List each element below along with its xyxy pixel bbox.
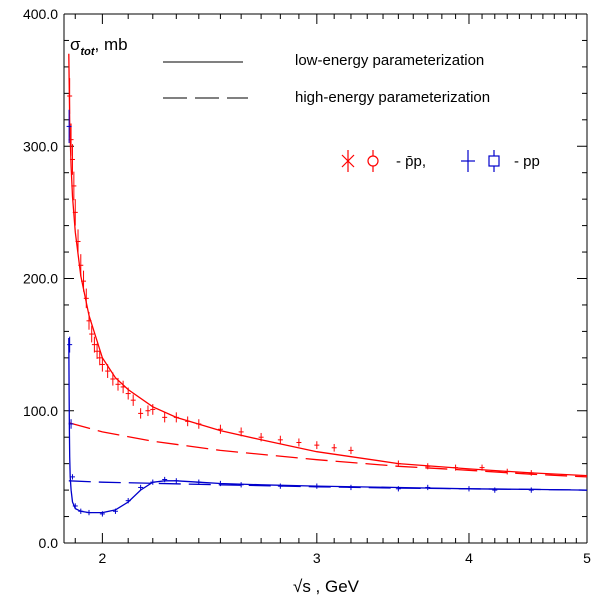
y-tick-label: 100.0 [23, 403, 58, 419]
x-axis-ticks: 2 3 4 5 [74, 14, 591, 566]
y-axis-label: σtot, mb [70, 35, 128, 58]
pbarp-data-point [173, 412, 179, 423]
pp-data-point [425, 484, 431, 491]
pp-data-point [150, 479, 156, 485]
pbarp-data-point [348, 446, 354, 455]
pbarp-data-point [97, 350, 103, 366]
pp-data-point [196, 479, 202, 485]
y-label-symbol: σ [70, 35, 81, 54]
pbarp-data-point [258, 432, 264, 442]
pp-data-point [314, 483, 320, 489]
pbarp-data-point [162, 412, 168, 423]
legend-pbarp-circle-marker [367, 150, 379, 172]
pbarp-data-point [105, 364, 111, 378]
legend-pp-square-marker [488, 150, 500, 172]
pbarp-data-point [185, 416, 191, 427]
pp-data-point [395, 486, 401, 492]
legend-pbarp-label: - p̄p, [396, 153, 426, 170]
pbarp-data-point [89, 325, 95, 343]
pp-data-point [138, 484, 144, 491]
pbarp-data-point [86, 311, 92, 330]
pbarp-data-point [238, 427, 244, 437]
pbarp-data-point [69, 144, 75, 175]
y-label-subscript: tot [81, 46, 96, 58]
pp-data-point [238, 482, 244, 488]
pp-data-point [277, 483, 283, 489]
pbarp-data-point [71, 171, 77, 201]
x-label-symbol: √s [293, 577, 311, 596]
pbarp-data-point [78, 254, 84, 277]
legend-pp-plus-marker [461, 150, 475, 172]
pbarp-data-point [217, 424, 223, 434]
plot-area [66, 53, 588, 517]
pbarp-data-point [277, 435, 283, 444]
pbarp-data-point [99, 357, 105, 372]
pbarp-data-point [395, 460, 401, 467]
legend-pp-label: - pp [514, 153, 540, 170]
pbarp-data-point [453, 464, 459, 471]
pbarp-data-point [115, 377, 121, 391]
pbarp-data-point [110, 372, 116, 386]
pp-data-point [348, 484, 354, 491]
pbarp-data-point [504, 468, 510, 475]
pp-data-point [66, 109, 72, 144]
pp-data-point [528, 487, 534, 493]
pbarp-data-point [150, 404, 156, 415]
x-label-unit: , GeV [311, 577, 360, 596]
pp-data-point [162, 476, 168, 483]
pbarp-data-point [67, 78, 73, 114]
x-tick-label: 2 [98, 550, 106, 566]
x-tick-label: 4 [465, 550, 473, 566]
pbarp-data-point [91, 336, 97, 353]
x-axis-label: √s , GeV [293, 577, 360, 596]
pbarp-data-point [94, 343, 100, 359]
pp-data-point [466, 486, 472, 492]
legend-low-energy-label: low-energy parameterization [295, 52, 484, 69]
y-tick-label: 300.0 [23, 138, 58, 154]
x-tick-label: 3 [313, 550, 321, 566]
pp-data-point [86, 509, 92, 516]
pbarp-data-point [314, 441, 320, 450]
y-tick-label: 0.0 [39, 535, 59, 551]
pbarp-data-point [196, 419, 202, 429]
pbarp-data-point [75, 229, 81, 254]
pp-data-point [78, 508, 84, 514]
pbarp-data-point [83, 288, 89, 309]
pbarp-data-point [125, 387, 131, 400]
pbarp-data-point [528, 470, 534, 476]
pp-data-point [112, 508, 118, 514]
legend: low-energy parameterization high-energy … [163, 52, 540, 172]
pp-dashed-line [68, 480, 588, 491]
pbarp-data-point [130, 394, 136, 406]
x-tick-label: 5 [583, 550, 591, 566]
pbarp-data-point [120, 380, 126, 394]
pp-data-point [67, 336, 73, 353]
pp-data-point [72, 503, 78, 509]
pbarp-data-point [296, 438, 302, 447]
legend-pbarp-cross-marker [341, 150, 355, 172]
pbarp-data-point [425, 463, 431, 470]
pp-data-point [99, 511, 105, 517]
pp-data-point [492, 487, 498, 493]
y-label-unit: , mb [95, 35, 128, 54]
pp-data-point [125, 498, 131, 504]
pp-data-point [69, 474, 75, 480]
pbarp-data-point [331, 443, 337, 452]
pbarp-data-point [72, 199, 78, 226]
pp-data-point [68, 419, 74, 429]
legend-high-energy-label: high-energy parameterization [295, 89, 490, 106]
pbarp-data-point [81, 270, 87, 292]
pbarp-solid-line [68, 53, 588, 477]
y-axis-ticks: 0.0 100.0 200.0 300.0 400.0 [23, 6, 587, 551]
pp-data-point [217, 480, 223, 487]
pbarp-data-point [138, 408, 144, 419]
pbarp-data-point [145, 405, 151, 417]
y-tick-label: 400.0 [23, 6, 58, 22]
pp-data-point [173, 478, 179, 484]
pbarp-data-point [479, 464, 485, 471]
y-tick-label: 200.0 [23, 271, 58, 287]
pbarp-dashed-line [68, 422, 588, 478]
